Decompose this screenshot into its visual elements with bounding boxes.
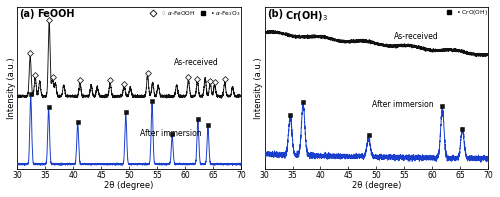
Legend: $\bullet$ CrO(OH): $\bullet$ CrO(OH) bbox=[443, 8, 488, 17]
Text: After immersion: After immersion bbox=[372, 100, 434, 109]
Text: After immersion: After immersion bbox=[140, 129, 202, 138]
Text: As-received: As-received bbox=[174, 58, 218, 67]
Y-axis label: Intensity (a.u.): Intensity (a.u.) bbox=[254, 57, 263, 119]
X-axis label: 2θ (degree): 2θ (degree) bbox=[352, 181, 401, 190]
Text: As-received: As-received bbox=[394, 32, 439, 41]
Text: (a): (a) bbox=[20, 8, 35, 19]
Text: Cr(OH)$_3$: Cr(OH)$_3$ bbox=[284, 8, 328, 23]
Y-axis label: Intensity (a.u.): Intensity (a.u.) bbox=[7, 57, 16, 119]
Legend: $\diamondsuit$ $\alpha$-FeOOH, $\bullet$ $\alpha$-Fe$_2$O$_3$: $\diamondsuit$ $\alpha$-FeOOH, $\bullet$… bbox=[147, 8, 240, 18]
Text: (b): (b) bbox=[267, 8, 283, 19]
X-axis label: 2θ (degree): 2θ (degree) bbox=[104, 181, 154, 190]
Text: FeOOH: FeOOH bbox=[38, 8, 75, 19]
